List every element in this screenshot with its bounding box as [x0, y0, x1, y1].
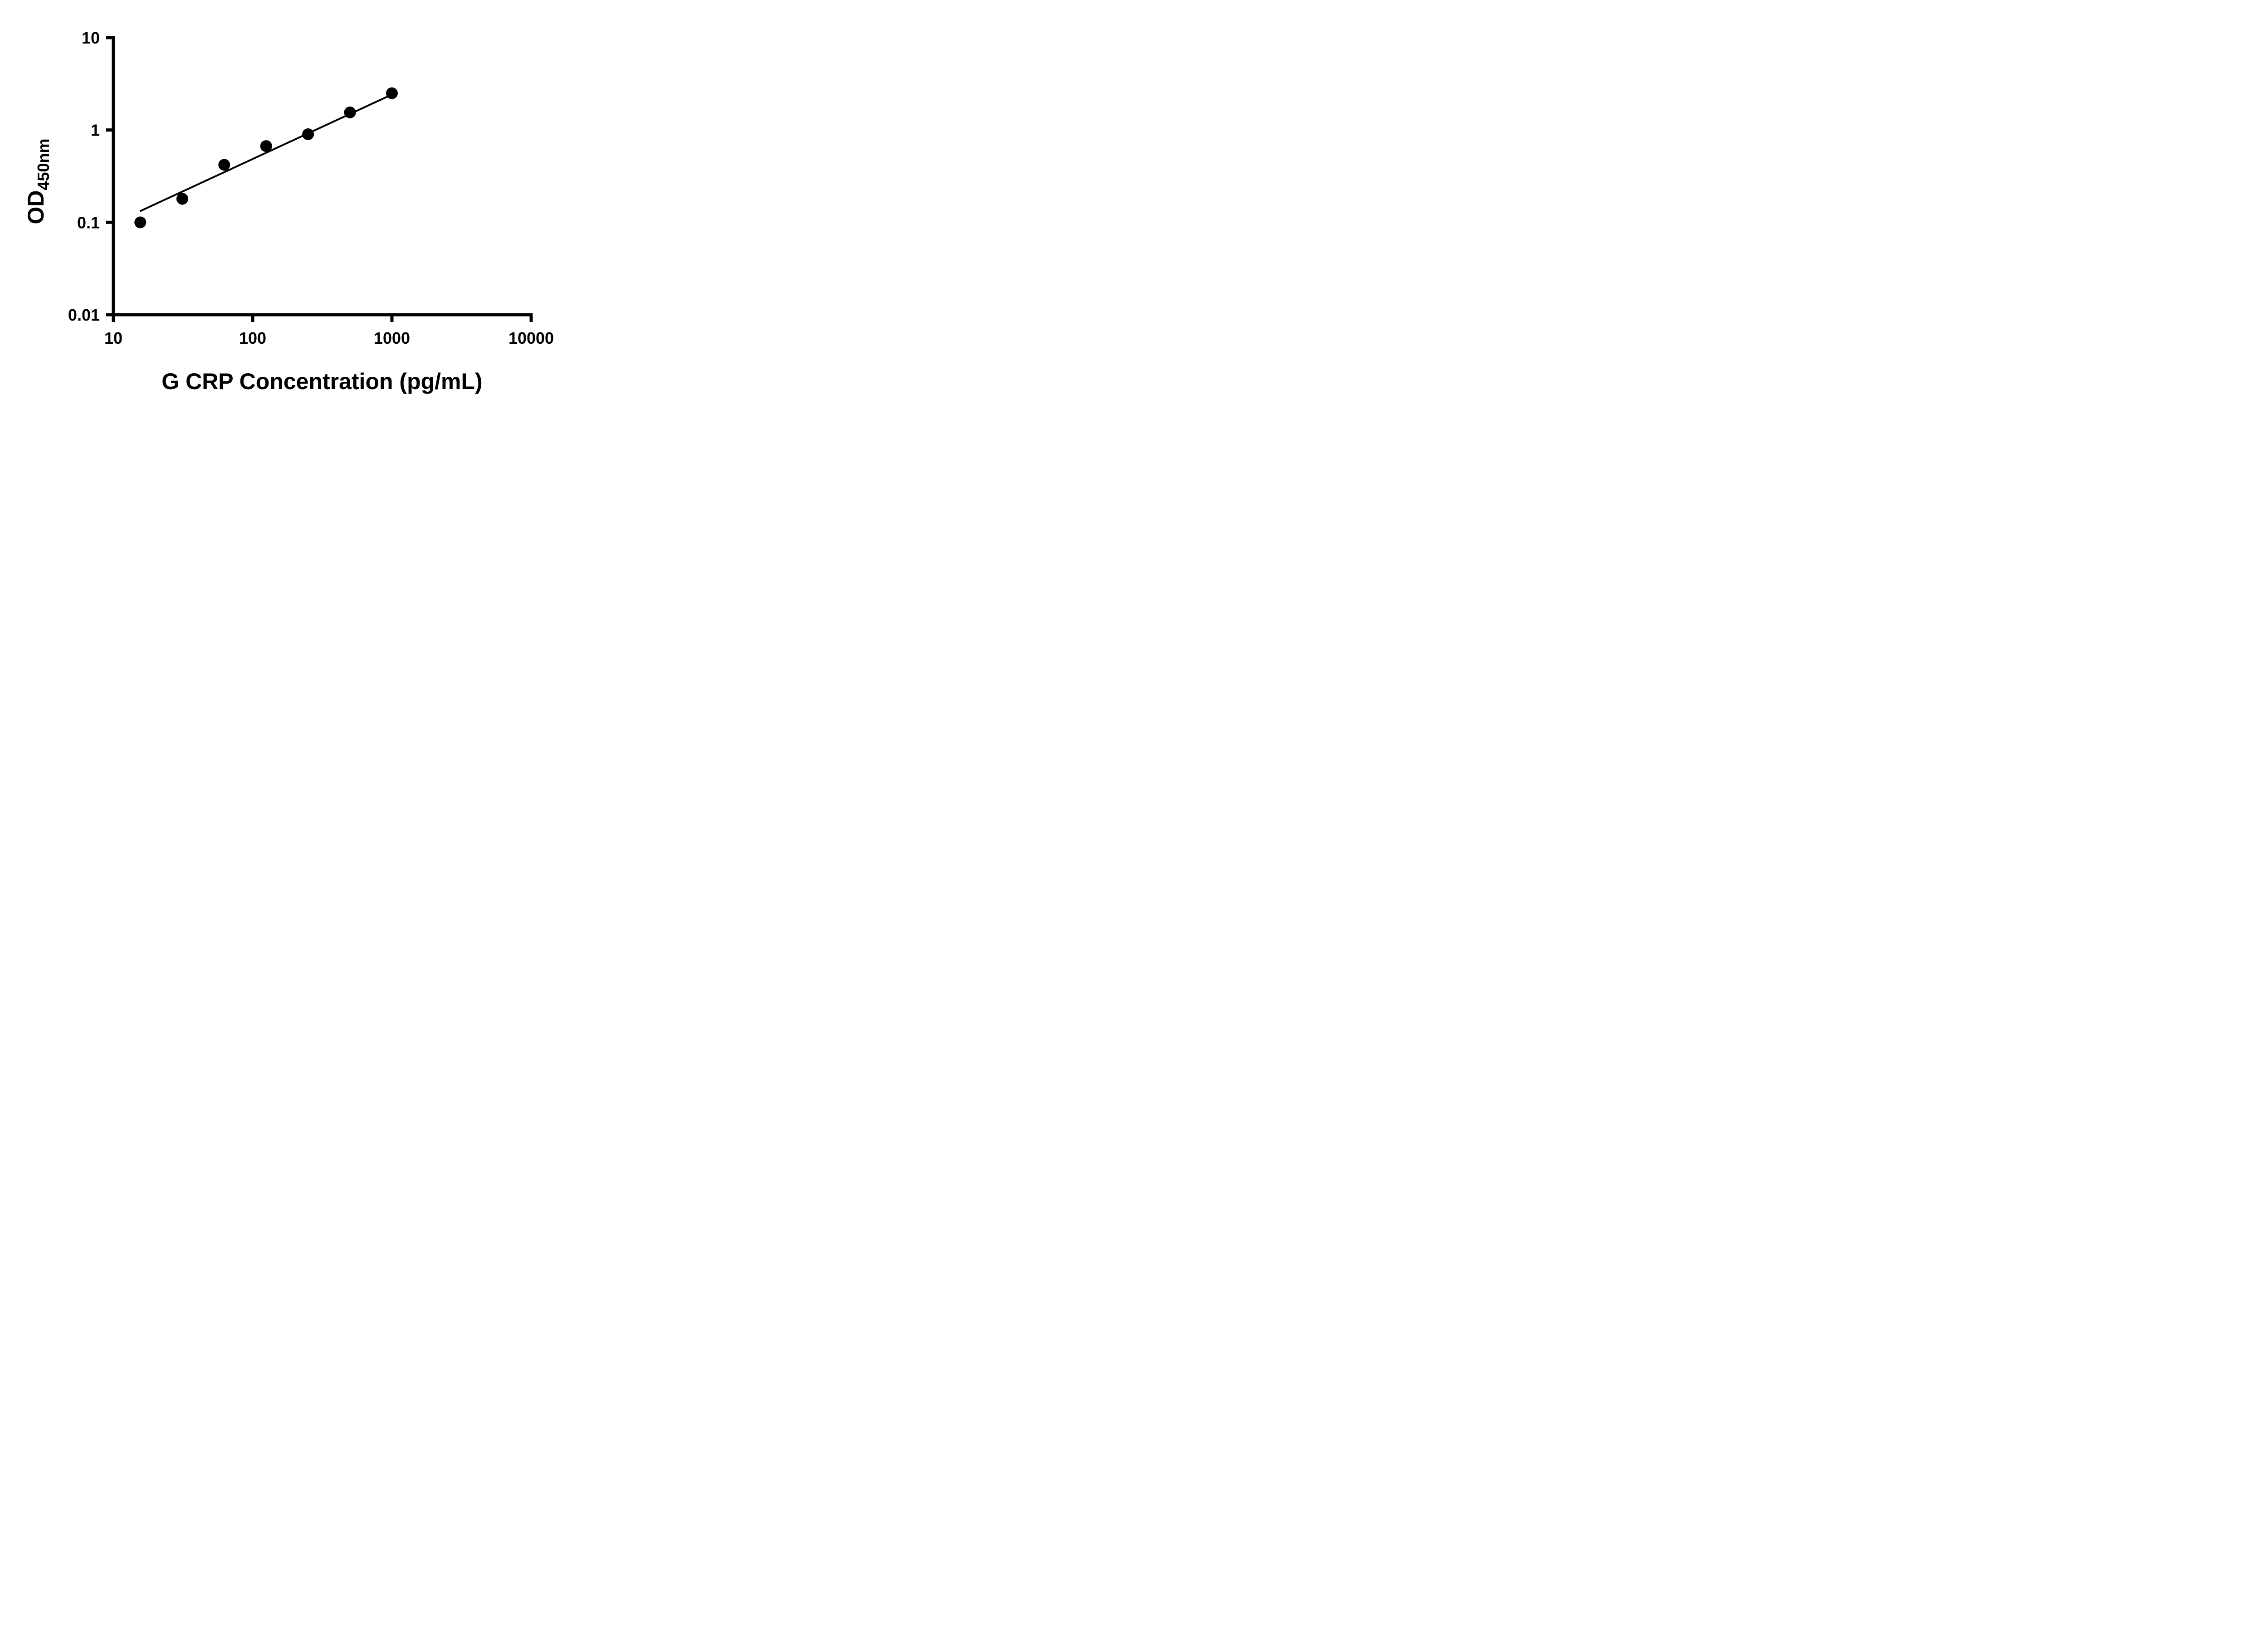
- y-axis-title: OD450nm: [23, 138, 53, 224]
- y-axis-tick-label: 0.01: [68, 306, 100, 324]
- y-axis-tick-label: 1: [91, 121, 100, 140]
- y-axis-tick-label: 0.1: [77, 213, 100, 232]
- x-axis-tick-label: 1000: [374, 329, 410, 347]
- x-axis-tick-label: 10: [104, 329, 122, 347]
- data-point: [386, 87, 398, 99]
- y-axis-tick-label: 10: [82, 29, 100, 47]
- data-point: [302, 128, 314, 140]
- y-axis-title-subscript: 450nm: [34, 138, 53, 190]
- x-axis-tick-label: 10000: [508, 329, 554, 347]
- data-layer: [134, 87, 398, 229]
- axes-layer: 10 100 1000 10000 0.01 0.1 1 10: [68, 29, 554, 347]
- elisa-standard-curve-figure: 10 100 1000 10000 0.01 0.1 1 10 G CRP Concentra…: [0, 0, 584, 410]
- x-axis-title: G CRP Concentration (pg/mL): [161, 369, 482, 394]
- chart-canvas: 10 100 1000 10000 0.01 0.1 1 10 G CRP Concentra…: [23, 29, 554, 394]
- data-point: [176, 193, 188, 205]
- data-point: [344, 106, 356, 118]
- y-axis-title-main: OD: [23, 190, 49, 224]
- x-axis-tick-label: 100: [239, 329, 266, 347]
- data-point: [260, 140, 272, 152]
- data-point: [134, 216, 147, 229]
- data-point: [218, 159, 230, 171]
